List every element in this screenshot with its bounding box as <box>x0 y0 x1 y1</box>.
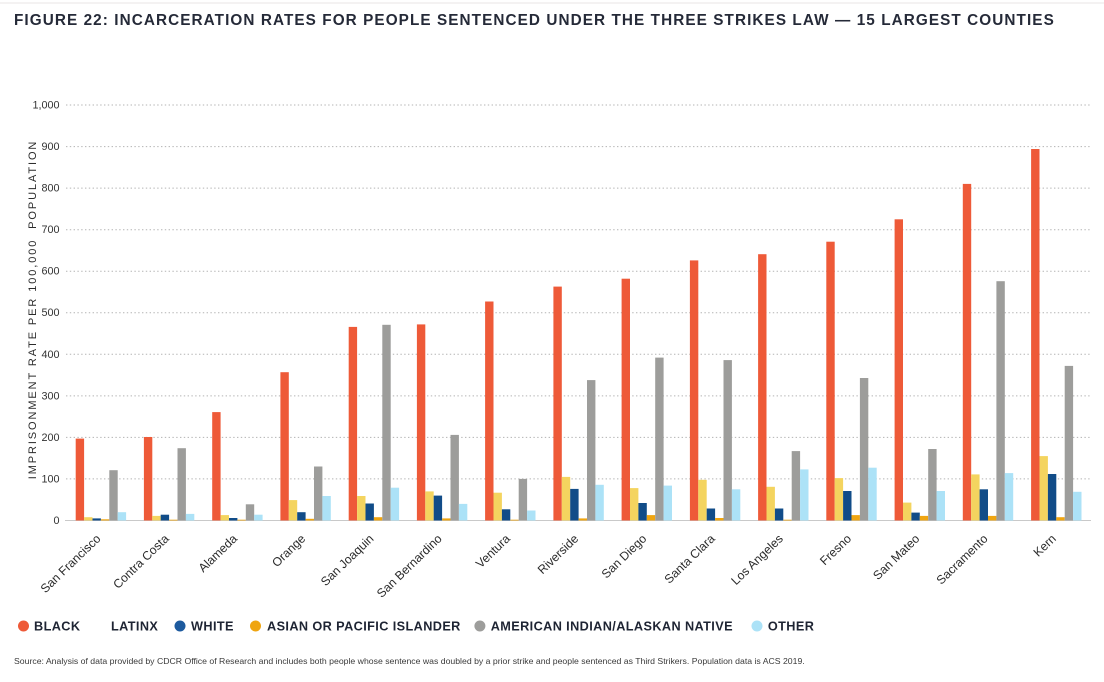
svg-text:900: 900 <box>41 141 59 153</box>
svg-text:300: 300 <box>41 390 59 402</box>
svg-text:LATINX: LATINX <box>111 620 158 634</box>
svg-text:400: 400 <box>41 349 59 361</box>
svg-text:700: 700 <box>41 224 59 236</box>
svg-text:BLACK: BLACK <box>34 620 81 634</box>
svg-text:ASIAN OR PACIFIC ISLANDER: ASIAN OR PACIFIC ISLANDER <box>267 620 461 634</box>
svg-text:1,000: 1,000 <box>32 100 59 112</box>
svg-text:Source: Analysis of data provi: Source: Analysis of data provided by CDC… <box>14 656 805 666</box>
svg-text:100: 100 <box>41 473 59 485</box>
svg-text:600: 600 <box>41 266 59 278</box>
svg-text:500: 500 <box>41 307 59 319</box>
svg-text:200: 200 <box>41 432 59 444</box>
svg-text:AMERICAN INDIAN/ALASKAN NATIVE: AMERICAN INDIAN/ALASKAN NATIVE <box>491 620 733 634</box>
svg-text:0: 0 <box>53 515 59 527</box>
svg-text:FIGURE 22: INCARCERATION RATES: FIGURE 22: INCARCERATION RATES FOR PEOPL… <box>14 12 1055 29</box>
svg-text:WHITE: WHITE <box>191 620 234 634</box>
svg-text:800: 800 <box>41 183 59 195</box>
svg-text:OTHER: OTHER <box>768 620 814 634</box>
svg-text:IMPRISONMENT RATE PER 100,000: IMPRISONMENT RATE PER 100,000 POPULATION <box>27 140 39 480</box>
